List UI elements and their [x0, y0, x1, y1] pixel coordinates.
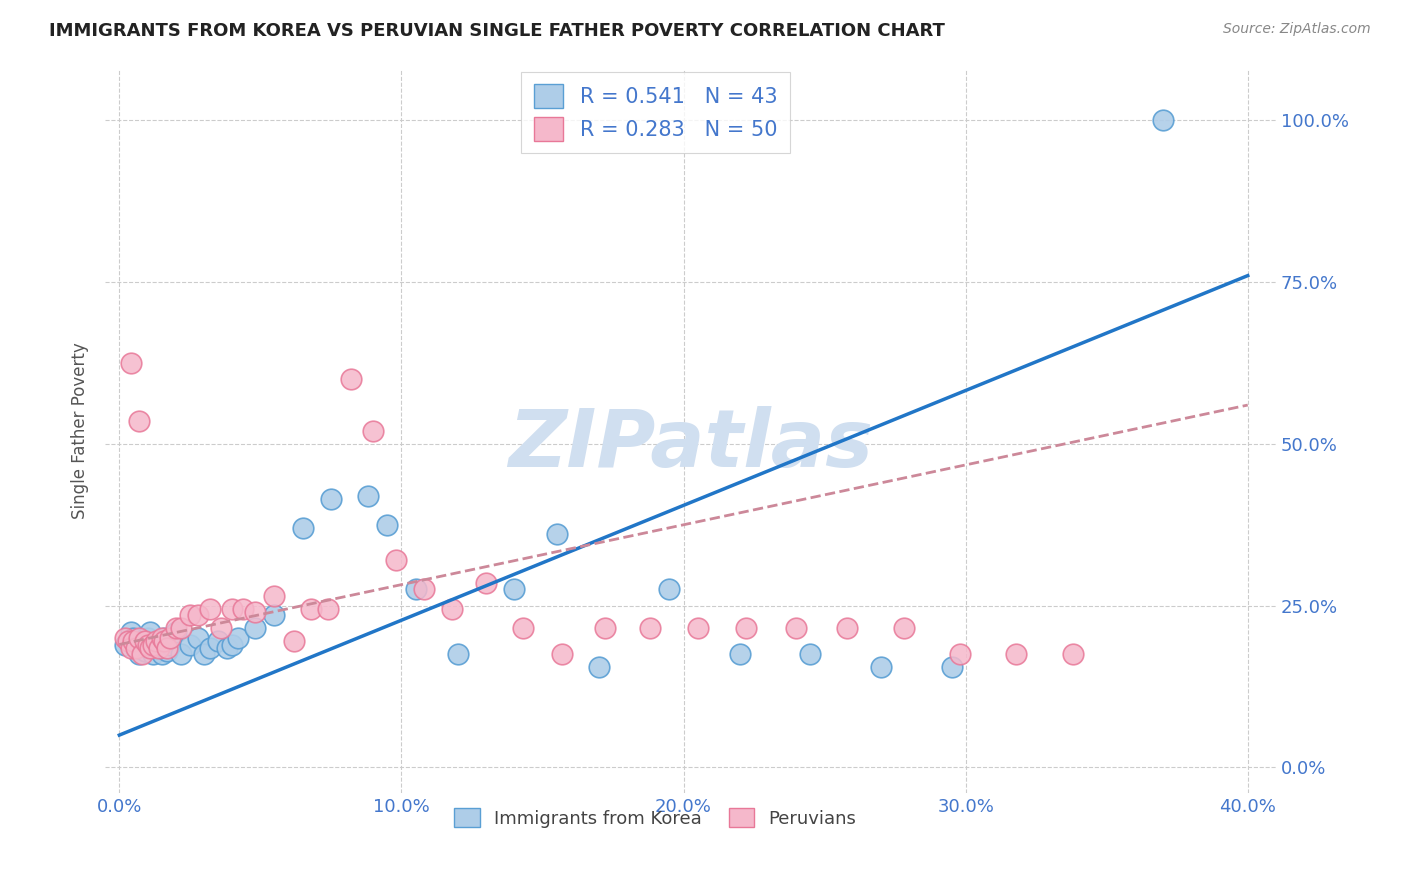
Point [728, 647, 751, 661]
Point [139, 640, 162, 655]
Point [165, 624, 187, 639]
Point [125, 640, 148, 655]
Point [179, 608, 201, 623]
Point [187, 608, 209, 623]
Point [156, 644, 179, 658]
Point [122, 631, 145, 645]
Point [142, 638, 165, 652]
Point [207, 634, 229, 648]
Point [638, 621, 661, 635]
Point [475, 576, 498, 591]
Point [441, 602, 464, 616]
Point [413, 582, 436, 597]
Point [283, 634, 305, 648]
Point [893, 621, 915, 635]
Point [156, 640, 179, 655]
Point [170, 621, 193, 635]
Point [593, 621, 616, 635]
Point [139, 624, 162, 639]
Point [179, 638, 201, 652]
Point [232, 602, 254, 616]
Point [131, 634, 153, 648]
Point [384, 553, 406, 567]
Point [114, 631, 136, 645]
Point [734, 621, 756, 635]
Point [209, 621, 232, 635]
Point [187, 631, 209, 645]
Point [148, 640, 170, 655]
Point [356, 489, 378, 503]
Point [658, 582, 681, 597]
Point [128, 414, 150, 428]
Point [319, 491, 342, 506]
Point [159, 638, 181, 652]
Point [134, 634, 156, 648]
Point [136, 638, 159, 652]
Point [870, 660, 893, 674]
Point [131, 647, 153, 661]
Point [243, 605, 266, 619]
Point [148, 638, 170, 652]
Point [120, 624, 142, 639]
Point [198, 640, 221, 655]
Point [122, 634, 145, 648]
Point [243, 621, 266, 635]
Point [136, 631, 159, 645]
Point [837, 621, 859, 635]
Point [153, 634, 176, 648]
Point [1152, 113, 1174, 128]
Y-axis label: Single Father Poverty: Single Father Poverty [72, 343, 89, 519]
Legend: Immigrants from Korea, Peruvians: Immigrants from Korea, Peruvians [447, 801, 863, 835]
Point [150, 631, 173, 645]
Point [153, 631, 176, 645]
Point [145, 634, 167, 648]
Point [375, 517, 398, 532]
Point [159, 631, 181, 645]
Point [145, 640, 167, 655]
Text: IMMIGRANTS FROM KOREA VS PERUVIAN SINGLE FATHER POVERTY CORRELATION CHART: IMMIGRANTS FROM KOREA VS PERUVIAN SINGLE… [49, 22, 945, 40]
Point [221, 638, 243, 652]
Point [198, 602, 221, 616]
Point [316, 602, 339, 616]
Point [503, 582, 526, 597]
Text: Source: ZipAtlas.com: Source: ZipAtlas.com [1223, 22, 1371, 37]
Text: ZIPatlas: ZIPatlas [508, 407, 873, 484]
Point [299, 602, 322, 616]
Point [405, 582, 427, 597]
Point [114, 638, 136, 652]
Point [686, 621, 709, 635]
Point [949, 647, 972, 661]
Point [142, 647, 165, 661]
Point [512, 621, 534, 635]
Point [1005, 647, 1028, 661]
Point [1062, 647, 1084, 661]
Point [263, 608, 285, 623]
Point [120, 640, 142, 655]
Point [170, 647, 193, 661]
Point [165, 621, 187, 635]
Point [799, 647, 821, 661]
Point [291, 521, 314, 535]
Point [221, 602, 243, 616]
Point [215, 640, 238, 655]
Point [150, 647, 173, 661]
Point [117, 634, 139, 648]
Point [941, 660, 963, 674]
Point [193, 647, 215, 661]
Point [128, 631, 150, 645]
Point [120, 356, 142, 370]
Point [361, 424, 384, 438]
Point [546, 527, 568, 541]
Point [785, 621, 807, 635]
Point [128, 647, 150, 661]
Point [588, 660, 610, 674]
Point [134, 644, 156, 658]
Point [263, 589, 285, 603]
Point [339, 372, 361, 386]
Point [551, 647, 574, 661]
Point [447, 647, 470, 661]
Point [125, 640, 148, 655]
Point [226, 631, 249, 645]
